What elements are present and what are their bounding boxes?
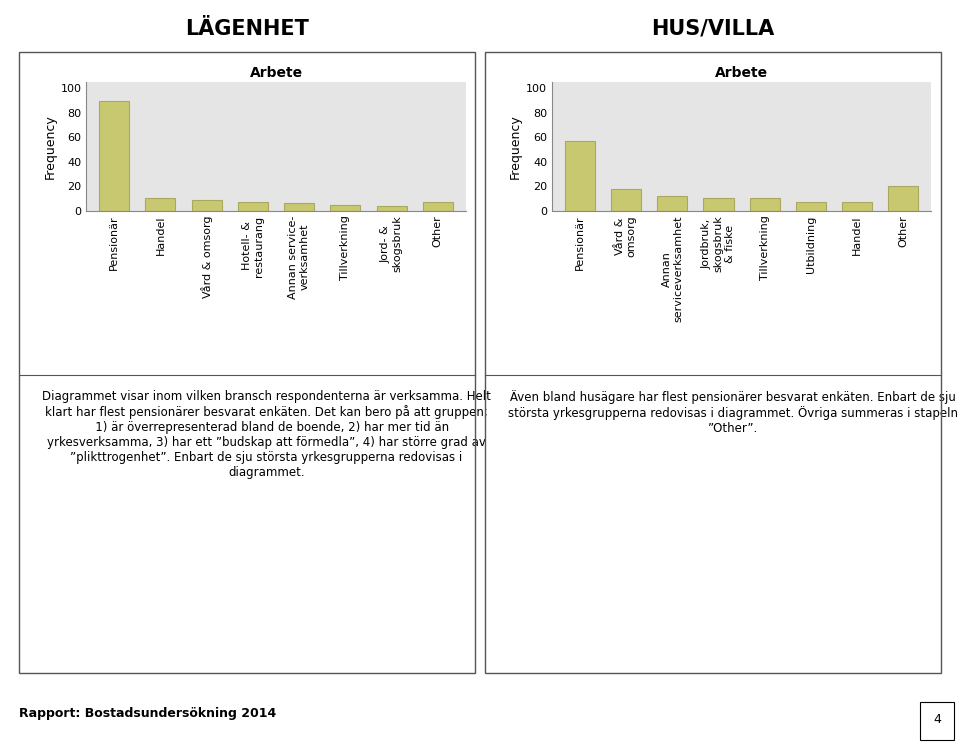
Text: Även bland husägare har flest pensionärer besvarat enkäten. Enbart de sju
störst: Även bland husägare har flest pensionäre… <box>508 390 958 435</box>
Text: 4: 4 <box>933 713 941 726</box>
Title: Arbete: Arbete <box>715 66 768 80</box>
Text: Diagrammet visar inom vilken bransch respondenterna är verksamma. Helt
klart har: Diagrammet visar inom vilken bransch res… <box>42 390 491 479</box>
Bar <box>888 186 919 211</box>
Bar <box>145 198 176 211</box>
Bar <box>611 188 641 211</box>
Bar <box>704 198 733 211</box>
Bar <box>658 196 687 211</box>
Text: LÄGENHET: LÄGENHET <box>185 19 309 39</box>
Bar <box>564 141 595 211</box>
Bar <box>330 204 360 211</box>
Bar <box>842 202 873 211</box>
Title: Arbete: Arbete <box>250 66 302 80</box>
Bar <box>192 200 222 211</box>
Bar <box>284 203 314 211</box>
Y-axis label: Frequency: Frequency <box>509 114 522 179</box>
FancyBboxPatch shape <box>920 702 954 741</box>
Bar <box>422 202 453 211</box>
Text: HUS/VILLA: HUS/VILLA <box>651 19 775 39</box>
Y-axis label: Frequency: Frequency <box>43 114 57 179</box>
Bar <box>796 202 826 211</box>
Bar <box>376 206 407 211</box>
Bar <box>238 202 268 211</box>
Bar <box>750 198 780 211</box>
Bar <box>99 101 130 211</box>
Text: Rapport: Bostadsundersökning 2014: Rapport: Bostadsundersökning 2014 <box>19 708 276 720</box>
